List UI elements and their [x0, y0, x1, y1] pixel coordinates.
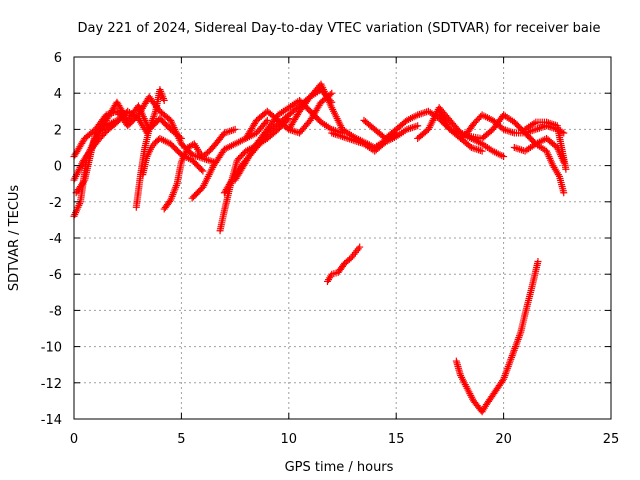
data-point — [204, 156, 212, 164]
data-track-20 — [521, 118, 570, 173]
data-track-6 — [160, 125, 239, 213]
x-tick-label: 10 — [281, 432, 298, 447]
x-tick-label: 0 — [70, 432, 78, 447]
y-axis-label: SDTVAR / TECUs — [7, 185, 22, 292]
data-series — [70, 80, 570, 416]
data-point — [339, 133, 346, 141]
data-point — [228, 127, 236, 135]
data-track-21 — [323, 243, 364, 285]
data-point — [328, 89, 336, 97]
data-point — [535, 124, 543, 132]
data-point — [414, 122, 422, 130]
data-point — [512, 144, 520, 152]
data-point — [475, 146, 483, 154]
data-point — [229, 126, 237, 134]
data-track-10 — [231, 96, 346, 184]
data-point — [206, 157, 214, 165]
data-point — [500, 153, 508, 161]
y-tick-label: 6 — [54, 51, 62, 66]
y-tick-label: -4 — [49, 232, 62, 247]
y-tick-label: -14 — [41, 413, 62, 428]
data-point — [113, 116, 121, 124]
data-point — [532, 125, 540, 133]
data-point — [505, 127, 513, 135]
data-point — [473, 145, 481, 153]
data-point — [478, 147, 486, 155]
y-tick-label: -2 — [49, 196, 62, 211]
x-tick-label: 5 — [177, 432, 185, 447]
data-point — [419, 109, 427, 117]
data-point — [345, 255, 353, 263]
data-point — [562, 165, 570, 173]
x-axis-label: GPS time / hours — [285, 460, 394, 475]
data-point — [519, 147, 527, 155]
x-tick-label: 20 — [495, 432, 512, 447]
data-point — [514, 145, 522, 153]
data-point — [537, 124, 545, 132]
chart-title: Day 221 of 2024, Sidereal Day-to-day VTE… — [78, 21, 601, 36]
y-axis-ticks: -14 -12 -10 -8 -6 -4 -2 0 2 4 6 — [41, 51, 611, 428]
y-tick-label: 4 — [54, 87, 62, 102]
data-track-22 — [452, 258, 542, 416]
data-point — [560, 189, 568, 197]
data-point — [423, 108, 431, 116]
y-tick-label: -6 — [49, 268, 62, 283]
data-track-13 — [328, 122, 422, 155]
data-point — [290, 127, 298, 135]
y-tick-label: -12 — [41, 377, 62, 392]
data-point — [410, 123, 418, 131]
data-point — [226, 127, 234, 135]
x-axis-ticks: 0 5 10 15 20 25 — [70, 57, 619, 447]
data-track-19 — [510, 134, 568, 166]
data-point — [198, 166, 206, 174]
data-point — [231, 125, 239, 133]
data-point — [509, 128, 517, 136]
data-point — [534, 125, 542, 133]
data-point — [160, 96, 168, 104]
data-track-12 — [285, 80, 400, 151]
data-point — [560, 129, 568, 137]
x-tick-label: 15 — [388, 432, 405, 447]
data-point — [199, 167, 207, 175]
data-point — [263, 116, 271, 124]
data-track-3 — [72, 116, 121, 197]
data-point — [80, 178, 88, 186]
y-tick-label: -10 — [41, 341, 62, 356]
data-point — [510, 144, 518, 151]
y-tick-label: -8 — [49, 304, 62, 319]
x-tick-label: 25 — [603, 432, 620, 447]
data-point — [412, 122, 420, 130]
data-point — [262, 118, 270, 126]
data-point — [408, 124, 416, 132]
y-tick-label: 0 — [54, 160, 62, 175]
data-point — [507, 128, 515, 136]
y-tick-label: 2 — [54, 123, 62, 138]
data-point — [356, 243, 364, 251]
data-point — [534, 258, 542, 266]
data-track-5 — [139, 134, 207, 179]
data-point — [516, 145, 524, 153]
data-point — [476, 147, 484, 155]
